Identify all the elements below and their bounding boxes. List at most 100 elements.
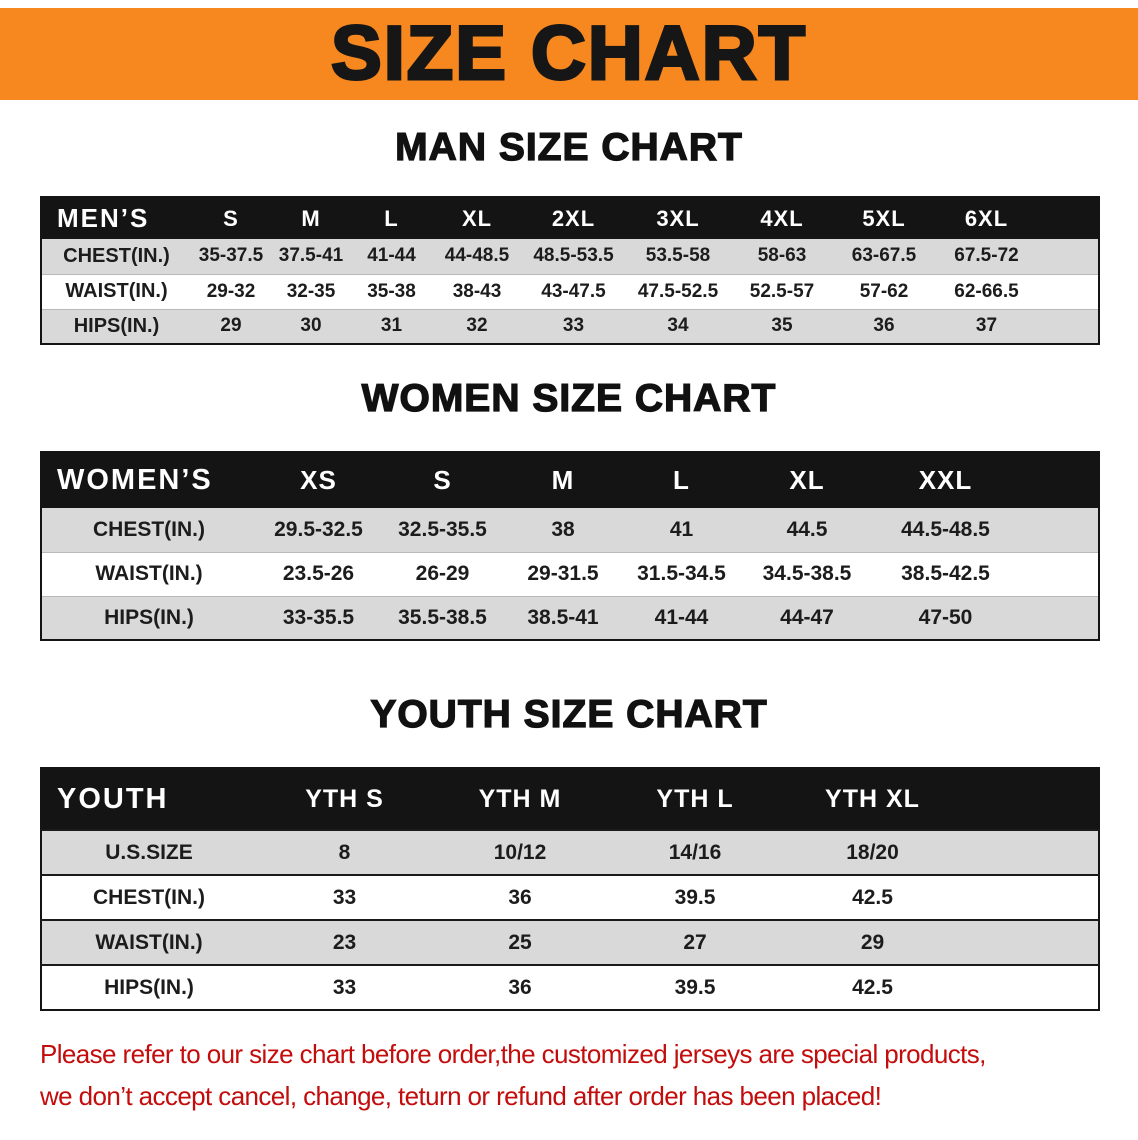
size-value-cell: 35-37.5	[198, 245, 264, 267]
women-size-table: WOMEN’S XS S M L XL XXL CHEST(IN.) 29.5-32.5 32.…	[40, 451, 1100, 641]
size-value-cell: 48.5-53.5	[533, 245, 614, 267]
youth-size-table: YOUTH YTH S YTH M YTH L YTH XL U.S.SIZE 8 10/1…	[40, 767, 1100, 1011]
size-header-cell: L	[384, 205, 399, 231]
row-label-cell: HIPS(IN.)	[73, 314, 160, 337]
size-value-cell: 41-44	[367, 245, 416, 267]
size-header-cell: M	[551, 465, 575, 495]
row-label-cell: WAIST(IN.)	[65, 280, 168, 302]
men-size-section: MAN SIZE CHART MEN’S S M L XL 2XL 3XL 4XL 5XL 6XL…	[0, 125, 1138, 345]
youth-section-heading: YOUTH SIZE CHART	[370, 692, 768, 736]
row-label-cell: CHEST(IN.)	[93, 517, 205, 541]
row-label-cell: WAIST(IN.)	[95, 562, 203, 585]
youth-header-row: YOUTH YTH S YTH M YTH L YTH XL	[41, 768, 1099, 830]
size-value-cell: 44.5	[786, 517, 828, 541]
size-value-cell: 29.5-32.5	[274, 517, 363, 541]
size-header-cell: 5XL	[862, 205, 906, 231]
size-header-cell: YTH L	[656, 784, 734, 813]
row-label-cell: WAIST(IN.)	[95, 930, 203, 954]
size-value-cell: 18/20	[846, 840, 899, 864]
size-value-cell: 38.5-41	[527, 605, 599, 629]
size-value-cell: 23.5-26	[282, 562, 355, 585]
size-value-cell: 63-67.5	[851, 245, 917, 267]
size-value-cell: 42.5	[852, 885, 893, 909]
size-value-cell: 41-44	[654, 605, 709, 629]
size-value-cell: 31.5-34.5	[637, 562, 726, 585]
table-row: CHEST(IN.) 35-37.5 37.5-41 41-44 44-48.5 48.5…	[41, 239, 1099, 274]
size-header-cell: 3XL	[656, 205, 700, 231]
size-value-cell: 37.5-41	[278, 245, 344, 267]
disclaimer-line: Please refer to our size chart before or…	[40, 1039, 986, 1069]
size-value-cell: 23	[332, 930, 357, 954]
size-value-cell: 33	[562, 315, 585, 337]
size-value-cell: 47-50	[918, 605, 973, 629]
table-row: U.S.SIZE 8 10/12 14/16 18/20	[41, 830, 1099, 875]
size-header-cell: S	[223, 205, 239, 231]
women-header-row: WOMEN’S XS S M L XL XXL	[41, 452, 1099, 508]
size-value-cell: 47.5-52.5	[637, 280, 719, 302]
size-value-cell: 29	[220, 315, 242, 337]
size-header-cell: S	[433, 465, 452, 495]
size-value-cell: 8	[338, 840, 351, 864]
size-header-cell: XL	[461, 205, 493, 231]
size-value-cell: 38	[551, 517, 575, 541]
size-value-cell: 36	[508, 885, 532, 909]
size-value-cell: 10/12	[493, 840, 547, 864]
size-value-cell: 25	[508, 930, 532, 954]
row-label-cell: CHEST(IN.)	[93, 885, 205, 909]
table-title-cell: YOUTH	[57, 782, 169, 815]
size-value-cell: 62-66.5	[954, 280, 1019, 302]
size-value-cell: 39.5	[674, 885, 716, 909]
men-section-heading: MAN SIZE CHART	[395, 125, 743, 169]
size-value-cell: 44.5-48.5	[901, 517, 990, 541]
size-value-cell: 29	[860, 930, 885, 954]
men-header-row: MEN’S S M L XL 2XL 3XL 4XL 5XL 6XL	[41, 197, 1099, 239]
size-value-cell: 53.5-58	[645, 245, 711, 267]
size-value-cell: 33-35.5	[282, 605, 355, 629]
size-value-cell: 58-63	[757, 245, 807, 267]
table-row: HIPS(IN.) 29 30 31 32 33 34 35 36 37	[41, 309, 1099, 344]
table-row: HIPS(IN.) 33 36 39.5 42.5	[41, 965, 1099, 1010]
size-value-cell: 26-29	[415, 562, 470, 585]
disclaimer-text: Please refer to our size chart before or…	[40, 1033, 1108, 1117]
size-value-cell: 32	[466, 315, 488, 337]
size-header-cell: YTH S	[305, 784, 384, 813]
disclaimer-line: we don’t accept cancel, change, teturn o…	[40, 1081, 882, 1111]
size-header-cell: 4XL	[760, 205, 804, 231]
table-row: WAIST(IN.) 23 25 27 29	[41, 920, 1099, 965]
size-value-cell: 35	[771, 315, 793, 337]
size-chart-title: SIZE CHART	[330, 10, 807, 98]
size-chart-banner: SIZE CHART	[0, 8, 1138, 100]
size-value-cell: 31	[380, 315, 403, 337]
size-value-cell: 14/16	[668, 840, 722, 864]
size-value-cell: 38-43	[452, 280, 502, 302]
size-value-cell: 27	[683, 930, 707, 954]
size-header-cell: YTH XL	[825, 784, 920, 813]
size-header-cell: XL	[789, 465, 825, 495]
size-value-cell: 44-48.5	[444, 245, 510, 267]
size-header-cell: XS	[300, 465, 337, 495]
size-value-cell: 37	[975, 315, 998, 337]
size-header-cell: YTH M	[478, 784, 562, 813]
table-title-cell: WOMEN’S	[57, 464, 213, 496]
table-row: WAIST(IN.) 23.5-26 26-29 29-31.5 31.5-34.5 34…	[41, 552, 1099, 596]
row-label-cell: HIPS(IN.)	[104, 975, 194, 999]
size-value-cell: 36	[873, 315, 895, 337]
size-header-cell: XXL	[918, 465, 973, 495]
size-value-cell: 38.5-42.5	[901, 562, 990, 585]
table-row: WAIST(IN.) 29-32 32-35 35-38 38-43 43-47.5 47.…	[41, 274, 1099, 309]
men-size-table: MEN’S S M L XL 2XL 3XL 4XL 5XL 6XL CHEST(IN.) 35-3…	[40, 196, 1100, 345]
row-label-cell: U.S.SIZE	[105, 840, 193, 864]
size-value-cell: 34	[667, 315, 689, 337]
size-value-cell: 41	[669, 517, 694, 541]
size-header-cell: L	[673, 465, 690, 495]
size-value-cell: 67.5-72	[954, 245, 1019, 267]
size-value-cell: 57-62	[859, 280, 909, 302]
size-header-cell: 2XL	[551, 205, 596, 231]
size-chart-page: SIZE CHART MAN SIZE CHART MEN’S S M L XL 2XL 3…	[0, 8, 1138, 1140]
women-table-body: CHEST(IN.) 29.5-32.5 32.5-35.5 38 41 44.5 44.5…	[41, 508, 1099, 640]
size-value-cell: 34.5-38.5	[762, 562, 852, 585]
size-header-cell: 6XL	[964, 205, 1009, 231]
youth-size-section: YOUTH SIZE CHART YOUTH YTH S YTH M YTH L YTH…	[0, 692, 1138, 1011]
size-value-cell: 42.5	[852, 975, 893, 999]
women-size-section: WOMEN SIZE CHART WOMEN’S XS S M L XL XXL CHEST…	[0, 376, 1138, 641]
